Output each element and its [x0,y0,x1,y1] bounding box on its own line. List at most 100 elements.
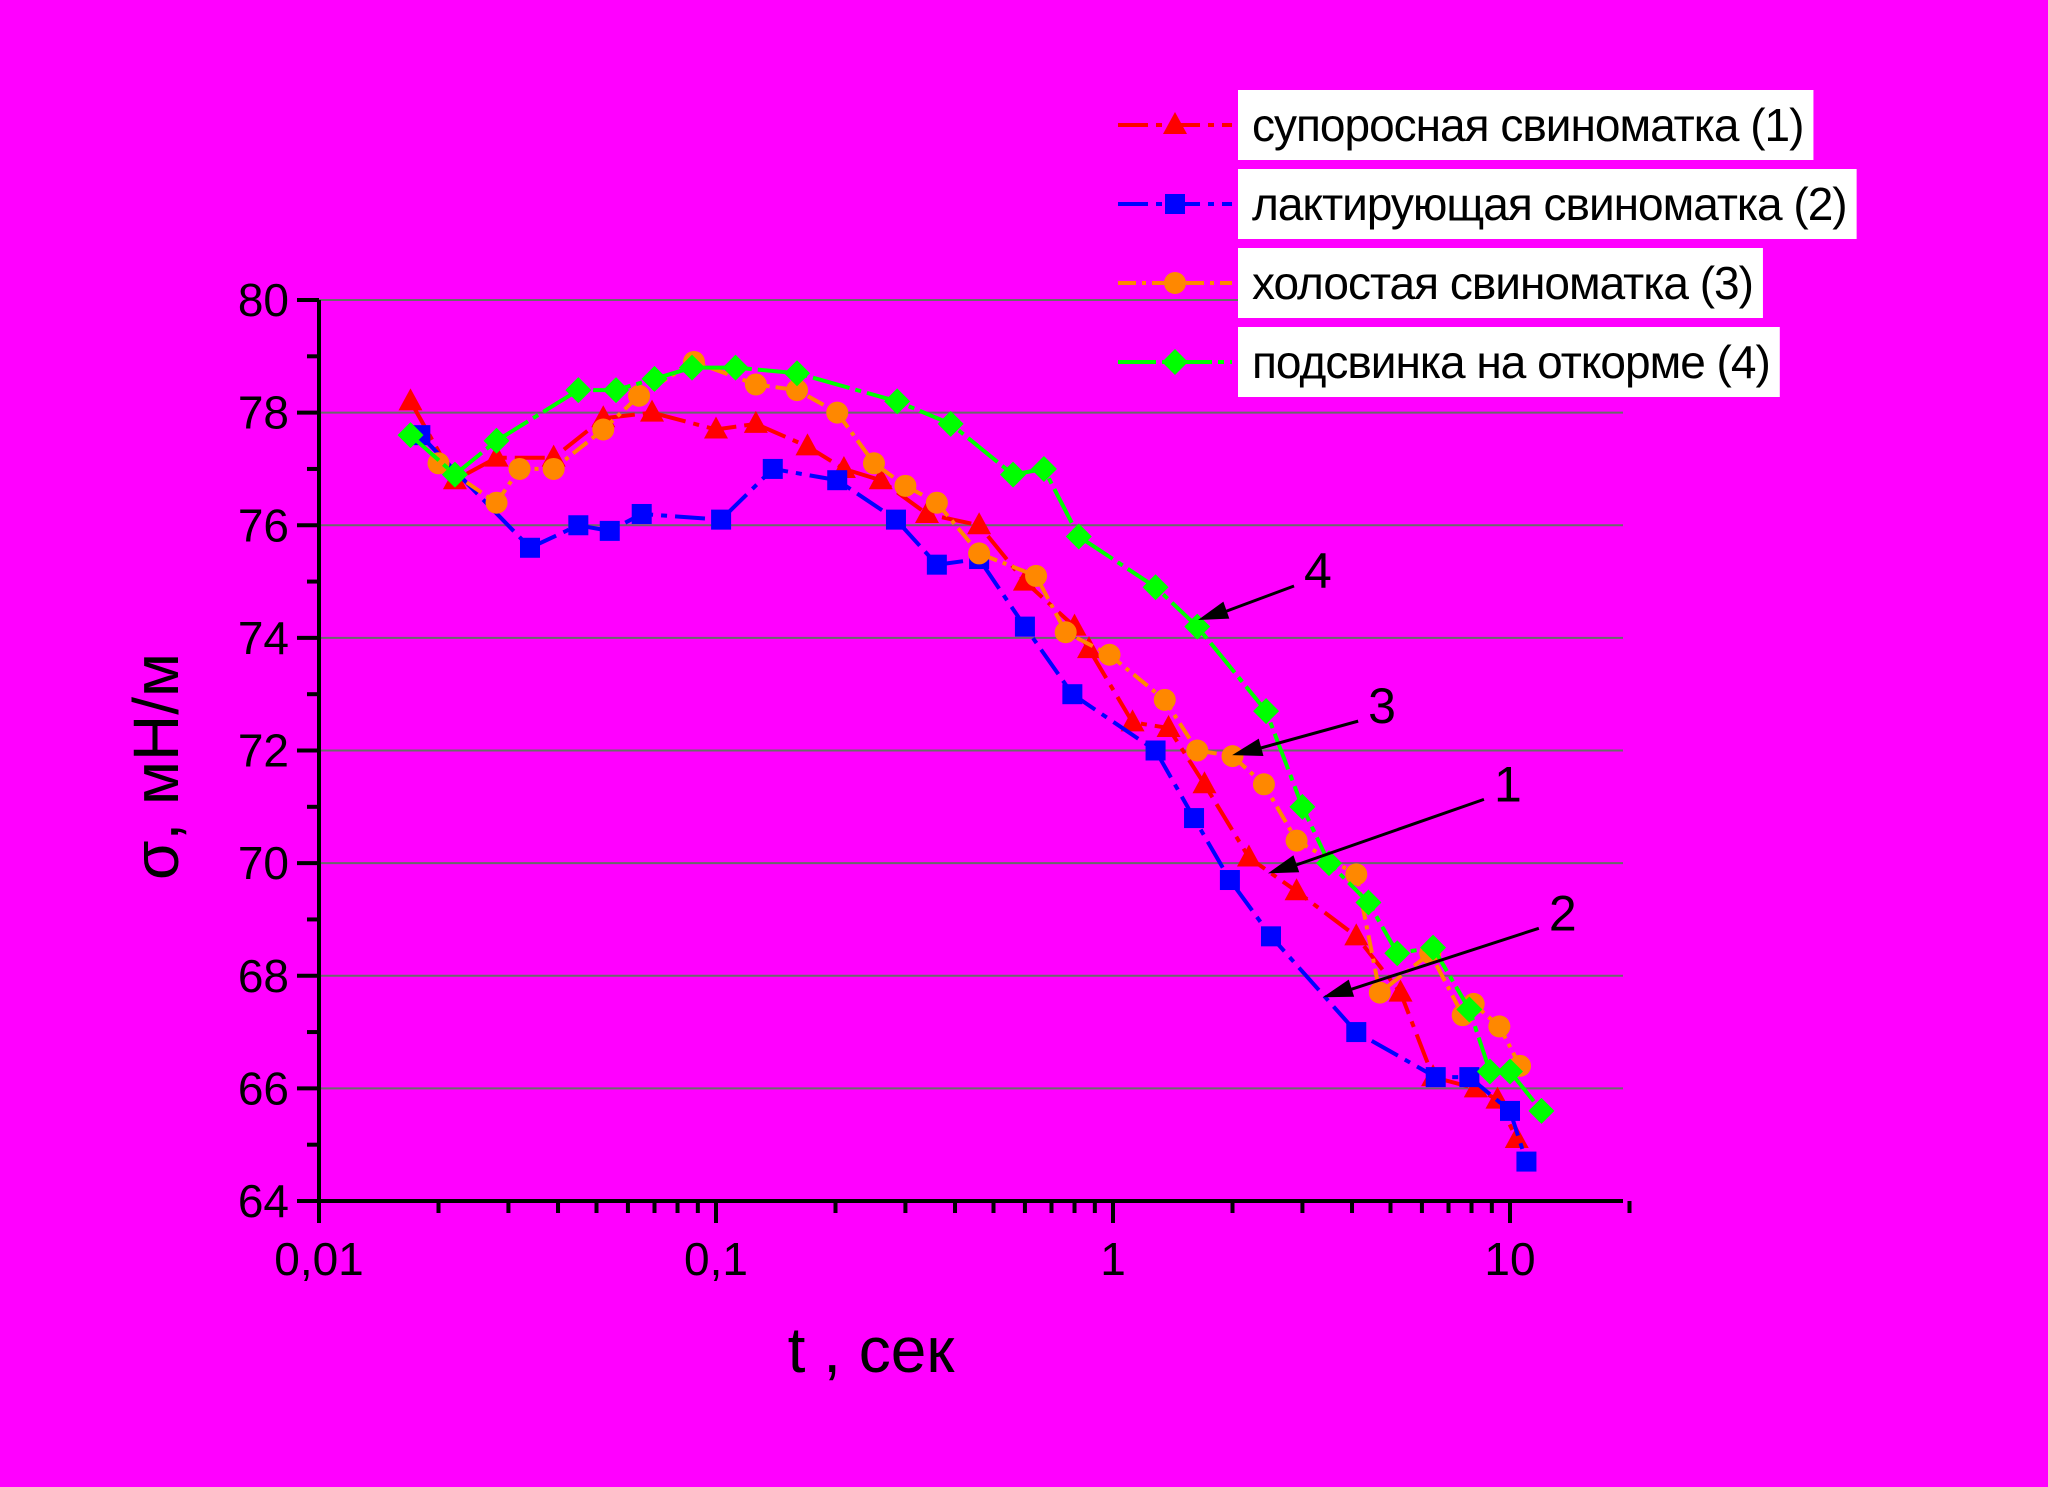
series-2 [410,425,1537,1172]
arrow-head [1232,738,1264,757]
data-point [1120,709,1145,732]
data-point [926,554,947,575]
series-line [437,359,1522,1067]
data-point [508,457,531,480]
grid [319,299,1623,1090]
data-point [1425,1067,1446,1088]
data-point [1355,889,1382,916]
y-tick-label: 66 [238,1062,289,1114]
data-point [484,444,509,467]
callout-line [1277,797,1485,873]
data-point [1504,1126,1529,1149]
data-point [441,461,468,488]
callout-4: 4 [1198,543,1332,620]
data-point [967,512,992,535]
legend-label: холостая свиноматка (3) [1252,257,1753,309]
data-point [704,416,728,439]
legend-entry-4: подсвинка на откорме (4) [1118,327,1780,397]
data-point [884,388,911,415]
series [397,350,1555,1172]
data-point [744,373,767,396]
data-point [1456,996,1483,1023]
y-tick-label: 76 [238,499,289,551]
data-point [862,452,885,475]
x-tick-label: 10 [1484,1233,1535,1285]
data-point [868,467,893,490]
data-point [795,433,820,456]
data-point [1142,574,1169,601]
data-point [565,377,592,404]
legend-label-bg [1238,169,1857,239]
series-4 [397,354,1555,1124]
data-point [1260,926,1281,947]
data-point [786,379,809,402]
data-point [1000,461,1027,488]
data-point [1252,773,1275,796]
data-point [1388,979,1413,1002]
y-tick-label: 78 [238,387,289,439]
legend-entry-2: лактирующая свиноматка (2) [1118,169,1857,239]
legend: супоросная свиноматка (1) лактирующая сви… [1118,90,1857,397]
data-point [519,537,540,558]
series-line [418,433,1529,1163]
data-point [603,377,630,404]
callout-1: 1 [1267,756,1522,874]
x-tick-label: 0,01 [274,1233,364,1285]
data-point [1184,808,1205,829]
data-point [968,542,991,565]
data-point [1384,940,1411,967]
axes: 64 66 68 70 72 74 76 78 80 0,01 0,1 1 10 [238,274,1632,1285]
arrow-head [1198,601,1230,620]
data-point [784,360,811,387]
data-point [1076,636,1101,659]
data-point [1014,616,1035,637]
data-point [542,457,565,480]
legend-label: супоросная свиноматка (1) [1252,99,1803,151]
data-point [485,491,508,514]
data-point [826,401,849,424]
data-point [925,491,948,514]
data-point [827,470,848,491]
annotations: 4 3 1 2 [1198,543,1577,998]
x-tick-label: 1 [1100,1233,1126,1285]
data-point [711,509,732,530]
y-tick-label: 70 [238,837,289,889]
data-point [1025,564,1048,587]
data-point [1253,698,1280,725]
data-point [1065,523,1092,550]
callout-label: 4 [1304,543,1332,599]
data-point [1062,684,1083,705]
data-point [592,418,615,441]
data-point [1054,621,1077,644]
data-point [1289,793,1316,820]
data-point [1186,739,1209,762]
legend-label-bg [1238,90,1814,160]
x-tick-label: 0,1 [684,1233,748,1285]
legend-entry-3: холостая свиноматка (3) [1118,248,1763,318]
data-point [914,500,939,523]
data-point [1488,1015,1511,1038]
data-point [1153,688,1176,711]
data-point [722,354,749,381]
data-point [678,354,705,381]
data-point [1098,643,1121,666]
data-point [1516,1151,1537,1172]
data-point [483,427,510,454]
data-point [1345,863,1368,886]
data-point [568,515,589,536]
data-point [1500,1100,1520,1121]
data-point [1184,613,1211,640]
y-tick-label: 64 [238,1175,289,1227]
legend-marker [1164,272,1186,294]
data-point [1344,923,1369,946]
data-point [1528,1097,1555,1124]
data-point [1285,829,1308,852]
data-point [641,365,668,392]
callout-line [1332,926,1540,997]
callout-label: 3 [1368,678,1396,734]
data-point [1497,1058,1523,1085]
data-point [1459,1067,1480,1088]
callout-line [1241,719,1359,755]
data-point [1236,844,1261,867]
